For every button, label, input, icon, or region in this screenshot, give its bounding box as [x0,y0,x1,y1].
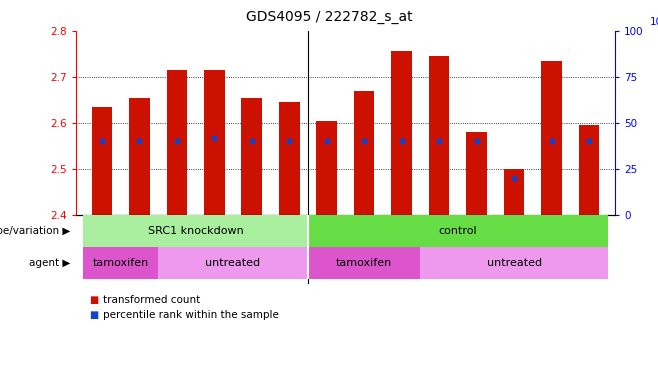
Text: 100%: 100% [650,17,658,27]
Text: tamoxifen: tamoxifen [93,258,149,268]
Bar [504,169,524,215]
Text: untreated: untreated [205,258,261,268]
Bar [542,61,562,215]
Text: GSM709776: GSM709776 [584,220,594,276]
Text: GSM709764: GSM709764 [322,220,331,275]
Text: GSM709769: GSM709769 [135,220,144,276]
Text: GSM709766: GSM709766 [360,220,368,276]
Text: agent ▶: agent ▶ [29,258,70,268]
Bar [308,247,420,279]
Text: GSM709771: GSM709771 [210,220,219,276]
Text: ■: ■ [89,310,98,320]
Text: GSM709765: GSM709765 [172,220,182,276]
Bar [91,107,113,215]
Bar [158,247,308,279]
Bar [578,125,599,215]
Bar [83,215,308,247]
Text: tamoxifen: tamoxifen [336,258,392,268]
Text: GSM709772: GSM709772 [247,220,256,275]
Bar [279,102,299,215]
Bar [420,247,608,279]
Text: GSM709768: GSM709768 [397,220,406,276]
Text: percentile rank within the sample: percentile rank within the sample [103,310,279,320]
Text: GDS4095 / 222782_s_at: GDS4095 / 222782_s_at [245,10,413,23]
Text: GSM709773: GSM709773 [509,220,519,276]
Bar [392,51,412,215]
Text: ■: ■ [89,295,98,305]
Text: transformed count: transformed count [103,295,201,305]
Bar [308,215,608,247]
Bar [204,70,224,215]
Bar [354,91,374,215]
Text: GSM709777: GSM709777 [435,220,443,276]
Text: SRC1 knockdown: SRC1 knockdown [147,226,243,236]
Text: GSM709770: GSM709770 [472,220,481,276]
Text: GSM709767: GSM709767 [97,220,107,276]
Text: control: control [438,226,477,236]
Bar [166,70,187,215]
Bar [129,98,149,215]
Text: GSM709775: GSM709775 [285,220,293,276]
Bar [316,121,337,215]
Text: GSM709774: GSM709774 [547,220,556,275]
Text: genotype/variation ▶: genotype/variation ▶ [0,226,70,236]
Bar [429,56,449,215]
Bar [83,247,158,279]
Bar [467,132,487,215]
Text: untreated: untreated [486,258,542,268]
Bar [241,98,262,215]
